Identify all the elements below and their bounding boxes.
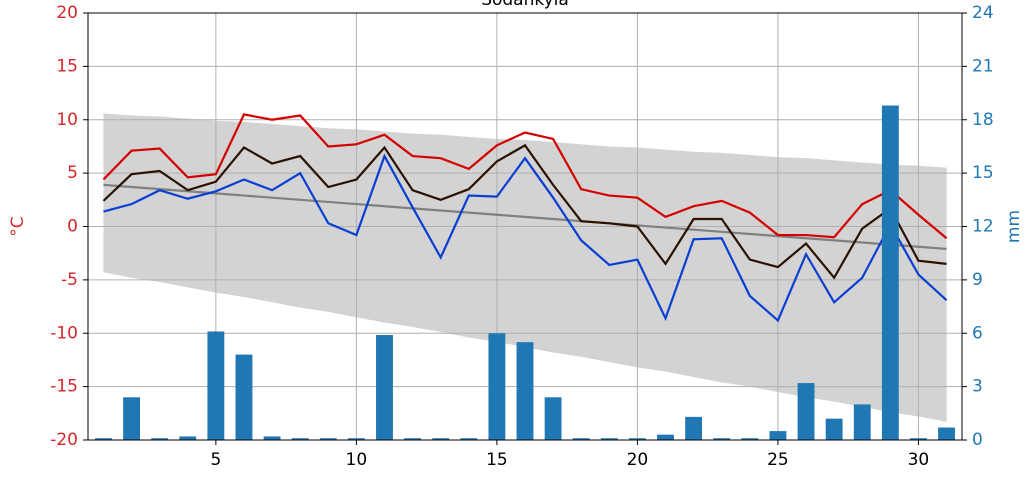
temperature-line [102,113,948,240]
precipitation-bar [853,404,871,440]
y2-axis-label: mm [1004,210,1024,243]
x-tick-label: 15 [486,450,508,470]
y-tick-label: -10 [50,323,78,343]
precipitation-bar [376,335,393,440]
precipitation-bar [319,438,337,440]
precipitation-bar [347,438,365,440]
precipitation-bar [404,438,422,440]
y-axis-label: °C [8,216,28,236]
y2-tick-label: 18 [972,110,994,130]
precipitation-bar [797,383,815,440]
precipitation-bar [263,436,281,440]
temperature-line [103,153,948,323]
precipitation-bar [938,427,955,440]
y2-tick-label: 15 [972,163,994,183]
precipitation-bar [628,438,646,440]
precipitation-bar [291,438,309,440]
precipitation-bar [488,333,506,440]
precipitation-bar [460,438,478,440]
precipitation-bar [741,438,759,440]
x-tick-label: 5 [210,450,221,470]
precipitation-bar [95,438,112,440]
precipitation-bar [544,397,562,440]
y2-tick-label: 9 [972,270,983,290]
precipitation-bar [881,105,899,441]
y2-tick-label: 24 [972,3,994,23]
precipitation-bar [207,331,225,440]
precipitation-bar [769,431,787,440]
precipitation-bar [685,416,703,440]
x-tick-label: 30 [908,450,930,470]
chart-title: Sodankylä [481,0,569,10]
y2-tick-label: 12 [972,217,994,237]
precipitation-bar [572,438,590,440]
y2-tick-label: 0 [972,430,983,450]
y-tick-label: -15 [50,377,78,397]
precipitation-bar [123,397,140,440]
x-tick-label: 10 [346,450,368,470]
precipitation-bar [516,342,534,440]
precipitation-bar [235,354,253,440]
normal-range-band [103,113,947,422]
precipitation-bar [179,436,197,440]
y-tick-label: 5 [67,163,78,183]
x-tick-label: 20 [627,450,649,470]
precipitation-bar [432,438,450,440]
precipitation-bar [713,438,731,440]
y2-tick-label: 3 [972,377,983,397]
y2-tick-label: 21 [972,56,994,76]
precipitation-bar [600,438,618,440]
temperature-line [102,143,947,280]
plot-frame [87,12,963,441]
y-tick-label: -20 [50,430,78,450]
y-tick-label: 10 [56,110,78,130]
y-tick-label: 20 [56,3,78,23]
y-tick-label: 0 [67,217,78,237]
precipitation-bar [151,438,169,440]
y2-tick-label: 6 [972,323,983,343]
precipitation-bar [910,438,927,440]
y-tick-label: -5 [61,270,78,290]
precipitation-bar [825,418,843,440]
precipitation-bar [657,434,674,440]
y-tick-label: 15 [56,56,78,76]
x-tick-label: 25 [767,450,789,470]
temperature-line [103,183,947,251]
